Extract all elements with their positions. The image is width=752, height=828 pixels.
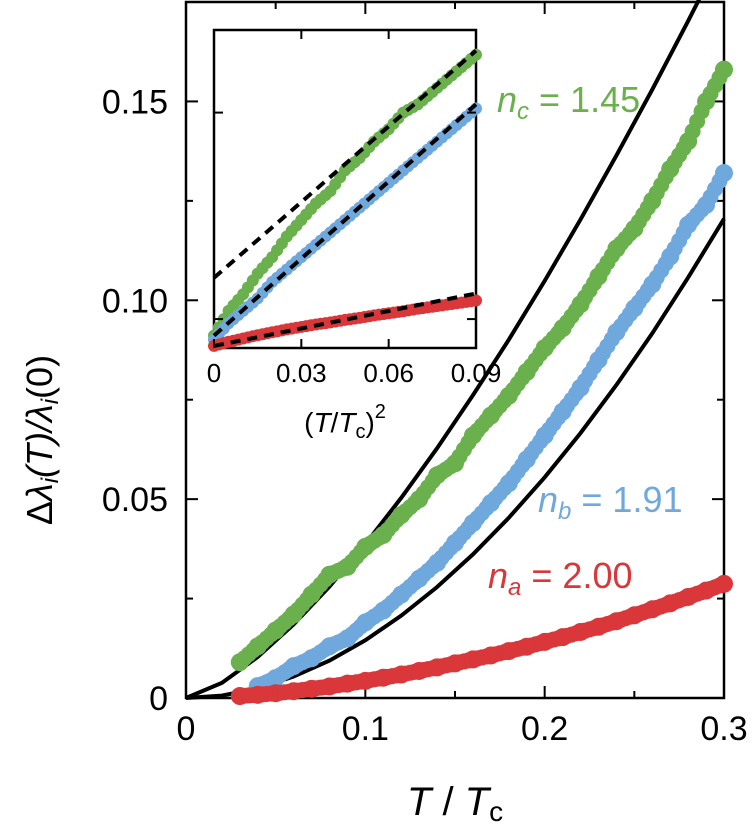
label-a-value: = 2.00 bbox=[521, 555, 632, 596]
label-a-n: n bbox=[488, 555, 508, 596]
main-x-axis-title: T / Tc bbox=[407, 780, 503, 827]
y-tick-label: 0 bbox=[149, 680, 168, 718]
data-point-c bbox=[715, 60, 733, 79]
y-title-end: (0) bbox=[19, 355, 60, 399]
data-point-b bbox=[715, 164, 733, 183]
inset-x-axis-title: (T/Tc)2 bbox=[304, 401, 386, 443]
y-title-i2: i bbox=[37, 398, 64, 404]
y-title-mid: (T)/ bbox=[19, 418, 60, 478]
inset-x-tick-label: 0.06 bbox=[363, 358, 414, 388]
y-title-lambda1: λ bbox=[19, 483, 60, 503]
y-title-lambda2: λ bbox=[19, 404, 60, 424]
main-data-points bbox=[230, 60, 733, 706]
inset-x-tick-label: 0.03 bbox=[276, 358, 327, 388]
inset-x-title-close: ) bbox=[365, 407, 374, 438]
inset-x-tick-label: 0.09 bbox=[451, 358, 502, 388]
x-tick-label: 0.3 bbox=[700, 710, 747, 748]
x-tick-label: 0.2 bbox=[521, 710, 568, 748]
inset-x-title-sup: 2 bbox=[375, 401, 386, 423]
label-b-value: = 1.91 bbox=[571, 479, 682, 520]
inset-fit-line-a bbox=[213, 291, 477, 348]
inset-fit-line-c bbox=[212, 49, 478, 280]
label-a-sub: a bbox=[508, 574, 521, 601]
label-c-value: = 1.45 bbox=[529, 79, 640, 120]
inset-fit-line-b bbox=[212, 102, 478, 338]
y-tick-label: 0.10 bbox=[102, 282, 168, 320]
data-point-a bbox=[715, 574, 733, 593]
inset-x-title-open: ( bbox=[304, 407, 314, 438]
label-b-n: n bbox=[538, 479, 558, 520]
inset-x-title-var: T bbox=[313, 407, 332, 438]
label-b-sub: b bbox=[558, 498, 571, 525]
series-label-a: na = 2.00 bbox=[488, 555, 632, 601]
label-c-n: n bbox=[497, 79, 517, 120]
inset-data-point-a bbox=[470, 294, 482, 307]
label-c-sub: c bbox=[517, 98, 529, 125]
x-title-var: T bbox=[407, 780, 434, 824]
y-tick-label: 0.15 bbox=[102, 83, 168, 121]
inset-x-tick-label: 0 bbox=[207, 358, 221, 388]
x-tick-label: 0 bbox=[177, 710, 196, 748]
y-title-delta: Δ bbox=[19, 501, 60, 525]
inset-x-title-sub: c bbox=[355, 421, 365, 443]
x-title-sub: c bbox=[489, 796, 503, 827]
inset-ticks: 0 0.03 0.06 0.09 bbox=[207, 30, 502, 388]
main-y-axis-title: Δλi(T)/λi(0) bbox=[19, 355, 64, 525]
y-tick-label: 0.05 bbox=[102, 481, 168, 519]
main-ticks: 0 0.1 0.2 0.3 0 0.05 0.10 0.15 bbox=[102, 2, 748, 748]
series-label-b: nb = 1.91 bbox=[538, 479, 682, 525]
x-title-var2: T bbox=[465, 780, 492, 824]
inset-x-title-var2: T bbox=[338, 407, 357, 438]
y-title-i1: i bbox=[37, 477, 64, 483]
x-tick-label: 0.1 bbox=[342, 710, 389, 748]
series-label-c: nc = 1.45 bbox=[497, 79, 640, 125]
inset-x-title-slash: / bbox=[331, 407, 339, 438]
x-title-sep: / bbox=[431, 780, 464, 824]
inset-fit-lines bbox=[212, 49, 478, 348]
